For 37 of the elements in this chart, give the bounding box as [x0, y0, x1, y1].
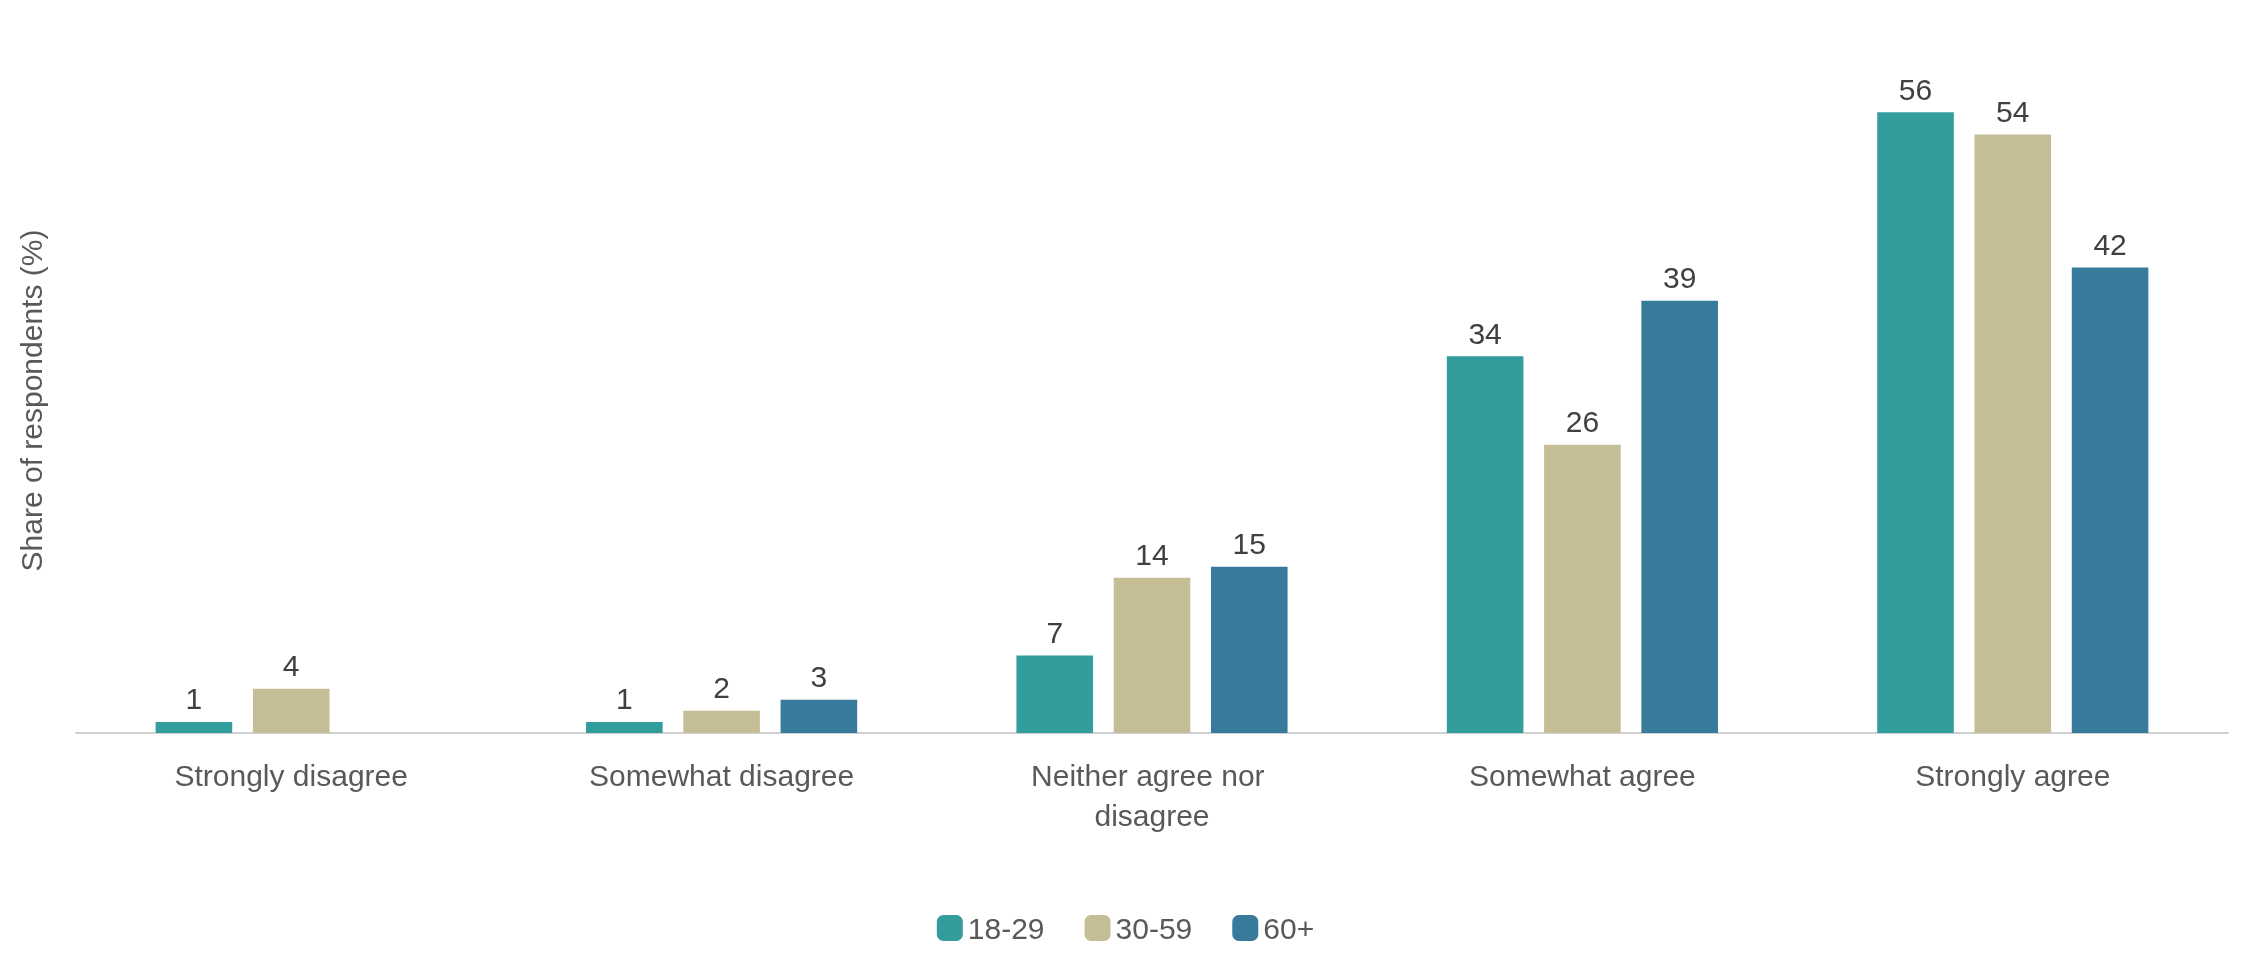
bar — [1113, 577, 1191, 733]
data-label: 2 — [713, 671, 730, 705]
bar — [1974, 134, 2052, 733]
bar — [1641, 300, 1718, 733]
data-label: 1 — [615, 682, 633, 716]
bar — [1446, 356, 1524, 733]
data-label: 34 — [1468, 316, 1502, 350]
data-label: 1 — [185, 682, 203, 716]
bar — [683, 710, 760, 733]
data-label: 54 — [1996, 95, 2030, 128]
bar — [780, 699, 858, 733]
bar — [1016, 655, 1094, 733]
data-label: 39 — [1662, 261, 1697, 295]
x-tick-label: Strongly disagree — [174, 758, 408, 792]
y-axis-title: Share of respondents (%) — [14, 229, 48, 572]
x-tick-label: Neither agree nor disagree — [1031, 758, 1273, 832]
x-tick-label: Somewhat agree — [1468, 758, 1696, 792]
data-label: 7 — [1046, 615, 1064, 649]
legend-label: 30-59 — [1115, 911, 1193, 945]
bar — [1544, 444, 1621, 733]
x-tick-label: Strongly agree — [1915, 758, 2111, 792]
x-tick-label: Somewhat disagree — [589, 758, 855, 792]
data-label: 14 — [1135, 538, 1169, 572]
data-label: 3 — [810, 660, 828, 694]
bar — [2071, 267, 2149, 733]
data-label: 42 — [2093, 228, 2127, 261]
legend-label: 18-29 — [967, 911, 1045, 945]
data-label: 26 — [1565, 405, 1600, 439]
bar — [1877, 112, 1954, 733]
data-label: 15 — [1232, 527, 1266, 561]
data-label: 56 — [1898, 72, 1933, 106]
legend-label: 60+ — [1263, 911, 1315, 945]
bar — [586, 721, 663, 733]
bar — [252, 688, 330, 733]
bar — [1210, 566, 1288, 733]
data-label: 4 — [282, 649, 300, 683]
bar — [155, 721, 233, 733]
